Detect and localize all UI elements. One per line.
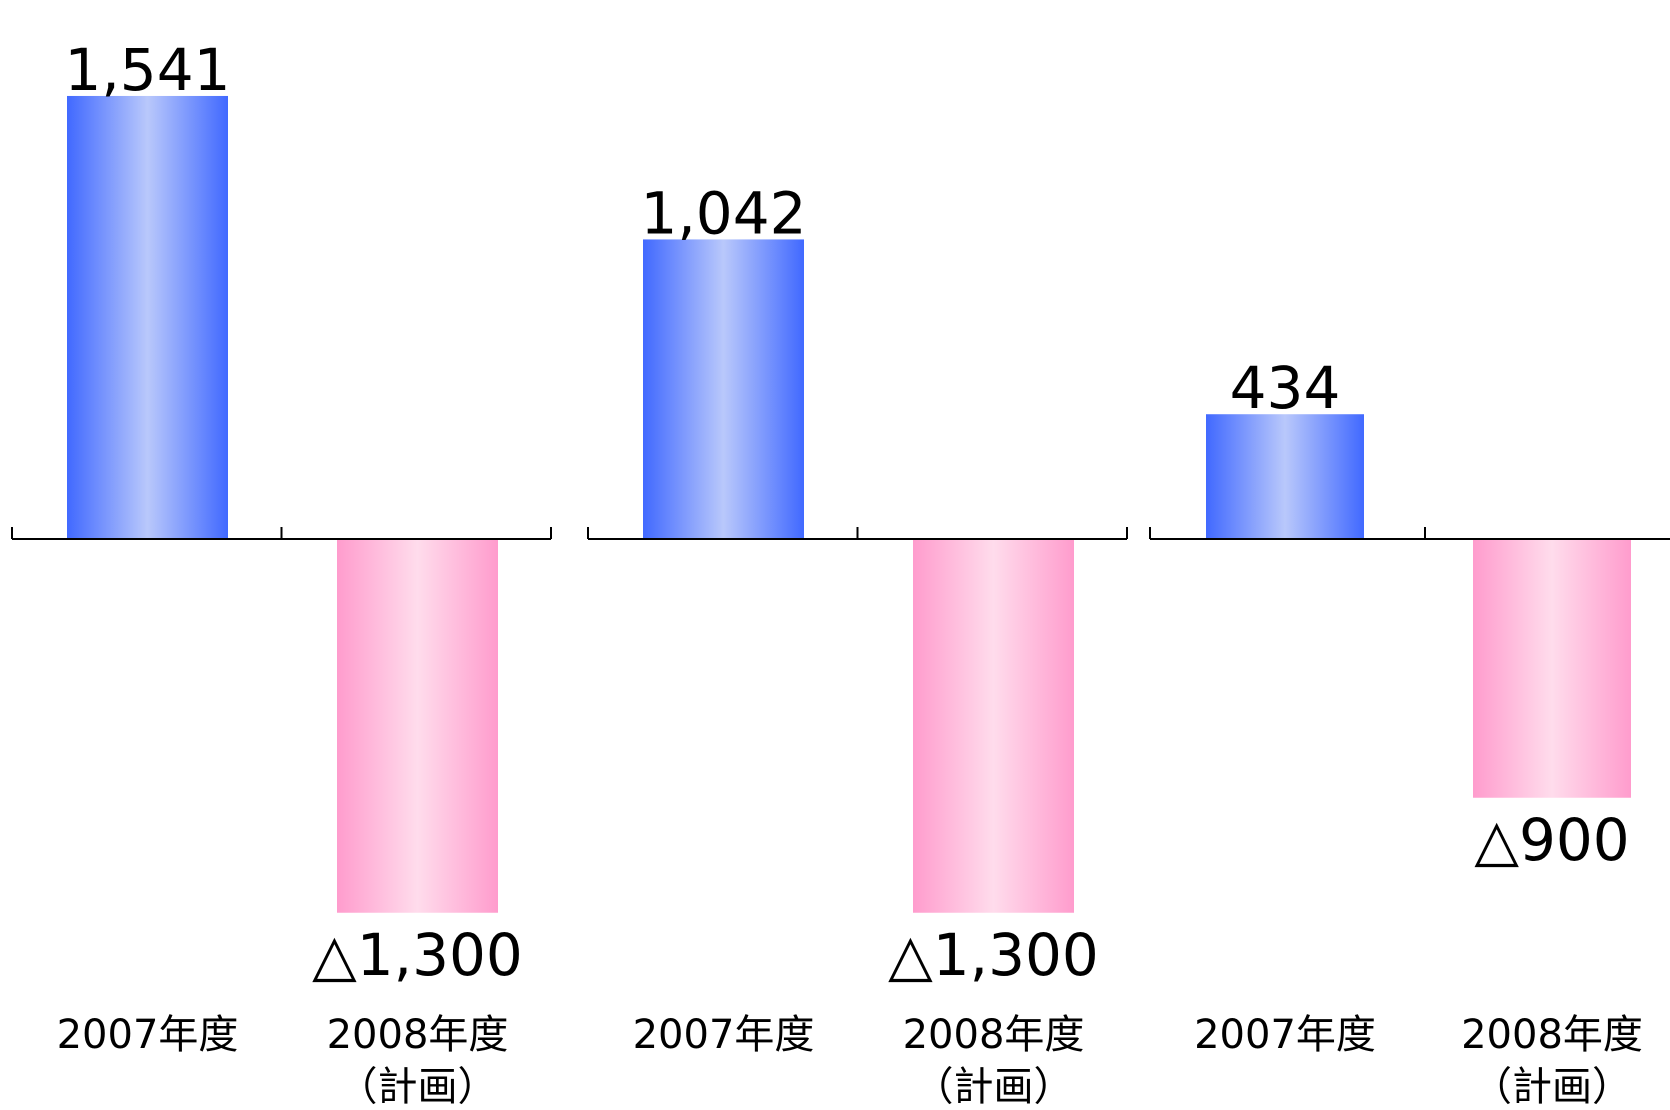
category-label-2: 2008年度 bbox=[903, 1012, 1085, 1058]
bar-1 bbox=[67, 95, 228, 540]
category-label-1: 2007年度 bbox=[633, 1012, 815, 1058]
category-label-2-sub: （計画） bbox=[914, 1064, 1074, 1110]
category-label-2-sub: （計画） bbox=[1472, 1064, 1632, 1110]
chart-panel-3: 434 △900 2007年度 2008年度 （計画） bbox=[1149, 354, 1670, 1110]
category-label-1: 2007年度 bbox=[1194, 1012, 1376, 1058]
data-label-2: △1,300 bbox=[888, 921, 1099, 989]
bar-2 bbox=[913, 539, 1074, 913]
category-label-1: 2007年度 bbox=[57, 1012, 239, 1058]
bar-2 bbox=[337, 539, 498, 913]
category-label-2: 2008年度 bbox=[327, 1012, 509, 1058]
chart-panel-2: 1,042 △1,300 2007年度 2008年度 （計画） bbox=[587, 179, 1128, 1110]
data-label-2: △1,300 bbox=[312, 921, 523, 989]
data-label-1: 434 bbox=[1230, 354, 1341, 422]
chart-panel-1: 1,541 △1,300 2007年度 2008年度 （計画） bbox=[11, 36, 552, 1110]
category-label-2: 2008年度 bbox=[1461, 1012, 1643, 1058]
data-label-2: △900 bbox=[1474, 806, 1629, 874]
bar-1 bbox=[643, 239, 804, 540]
data-label-1: 1,541 bbox=[64, 36, 230, 104]
bar-1 bbox=[1206, 414, 1364, 539]
bar-2 bbox=[1473, 539, 1631, 798]
data-label-1: 1,042 bbox=[640, 179, 806, 247]
category-label-2-sub: （計画） bbox=[338, 1064, 498, 1110]
